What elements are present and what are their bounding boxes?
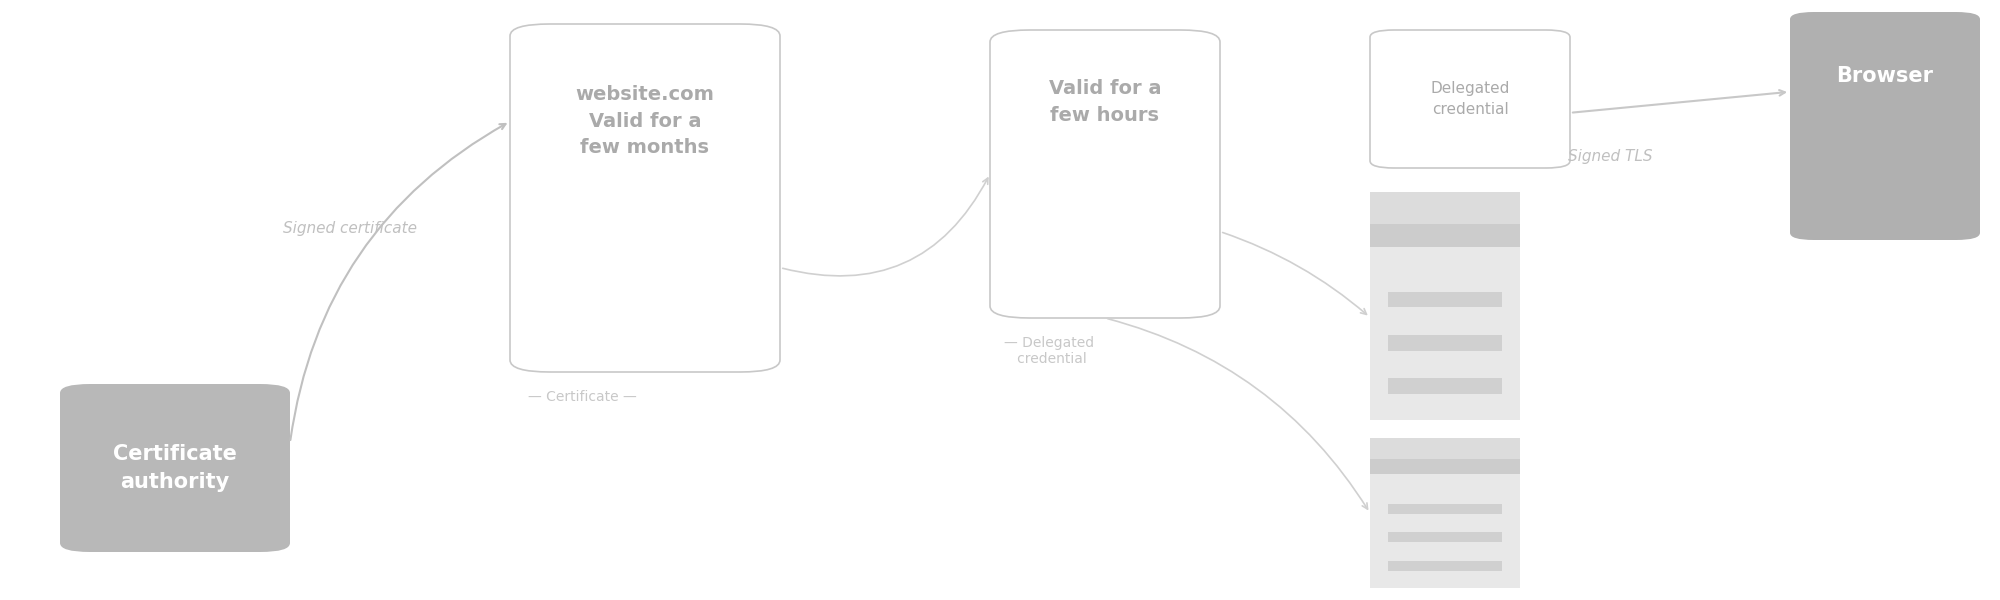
FancyBboxPatch shape [990,30,1220,318]
Text: Signed certificate: Signed certificate [284,220,416,235]
Bar [1388,292,1502,307]
FancyBboxPatch shape [1370,30,1570,168]
Text: Delegated
credential: Delegated credential [1430,81,1510,117]
Bar [1370,438,1520,459]
Bar [1370,474,1520,588]
Bar [1370,224,1520,247]
Text: Certificate
authority: Certificate authority [114,444,236,492]
Bar [1388,560,1502,571]
FancyBboxPatch shape [1790,12,1980,240]
Bar [1370,247,1520,420]
Text: Browser: Browser [1836,66,1934,86]
Text: — Delegated
   credential: — Delegated credential [1004,336,1094,366]
Text: Valid for a
few hours: Valid for a few hours [1048,79,1162,125]
Bar [1370,459,1520,474]
Text: Signed TLS: Signed TLS [1568,148,1652,163]
Text: — Certificate —: — Certificate — [528,390,636,404]
FancyBboxPatch shape [510,24,780,372]
Bar [1370,192,1520,224]
Bar [1388,379,1502,394]
Bar [1388,335,1502,350]
FancyBboxPatch shape [60,384,290,552]
Bar [1388,503,1502,514]
Bar [1388,532,1502,542]
Text: website.com
Valid for a
few months: website.com Valid for a few months [576,85,714,157]
